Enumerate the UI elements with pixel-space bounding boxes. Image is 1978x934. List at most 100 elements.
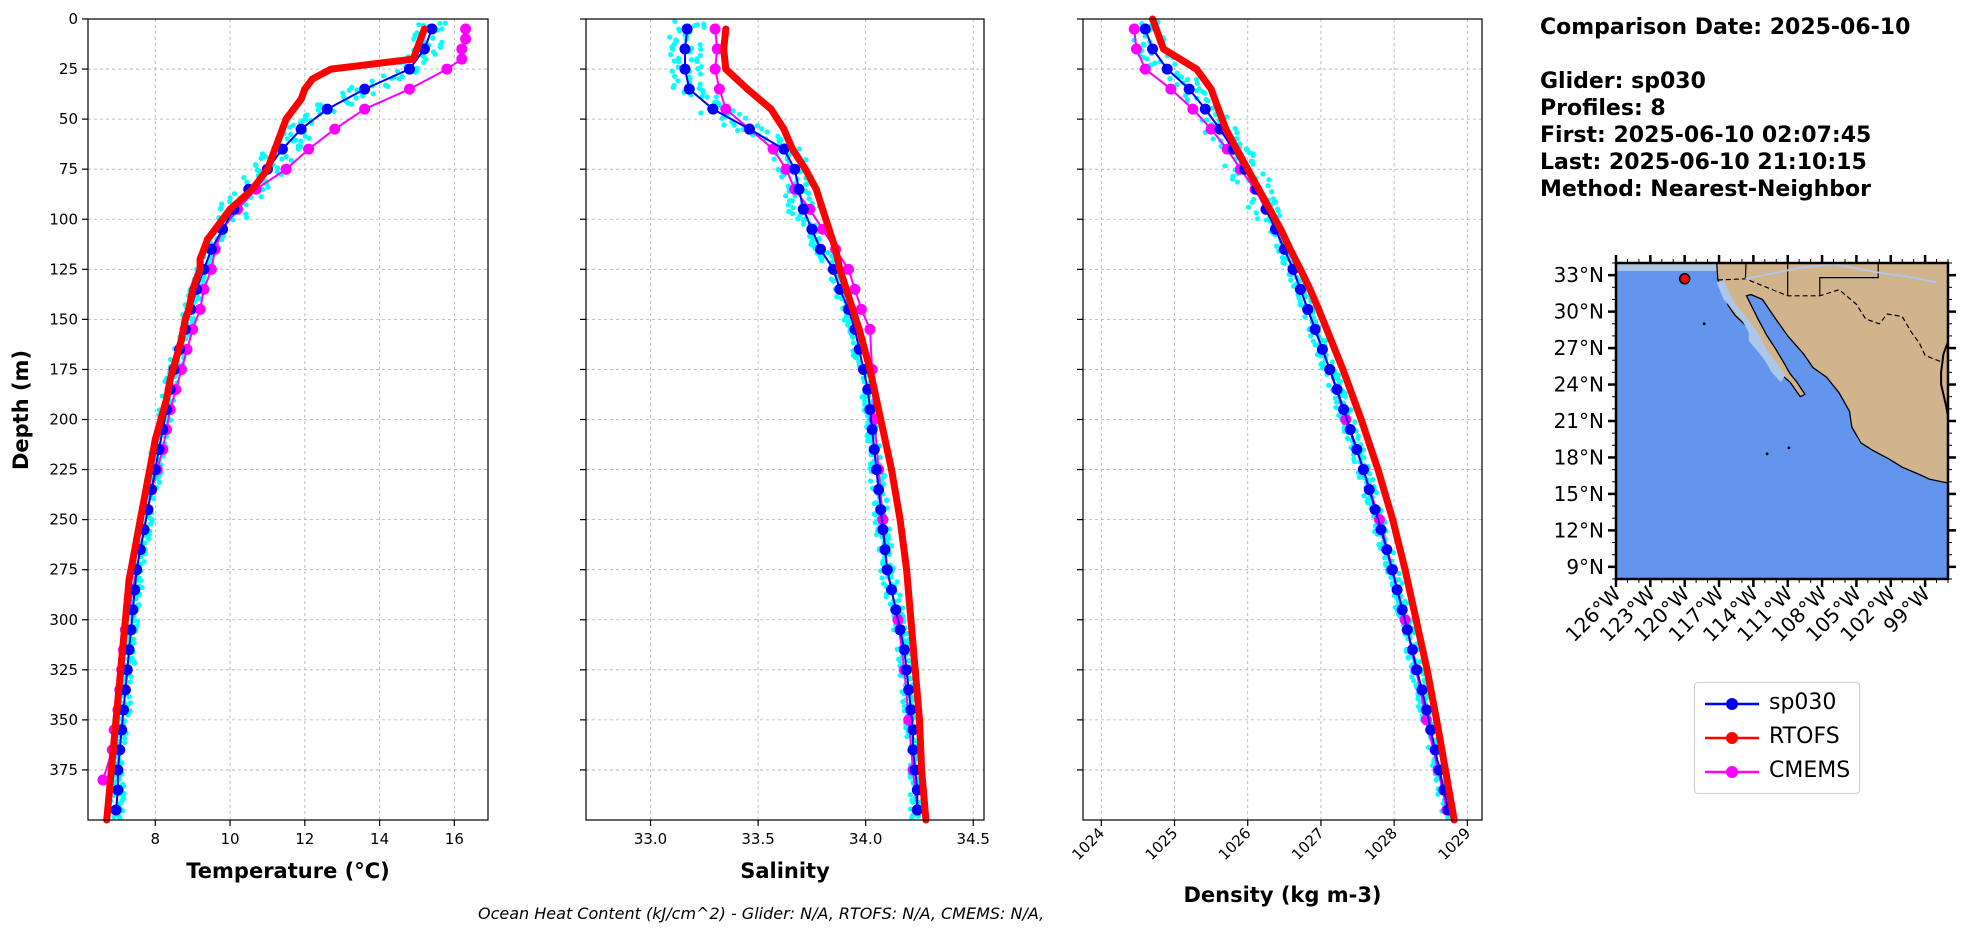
point-rtofs: [1160, 45, 1168, 53]
raw-point: [1319, 365, 1325, 371]
point-sp030: [110, 804, 122, 816]
raw-point: [907, 792, 913, 798]
raw-point: [864, 433, 870, 439]
point-sp030: [909, 764, 921, 776]
raw-point: [265, 184, 271, 190]
point-rtofs: [887, 466, 895, 474]
point-rtofs: [417, 35, 425, 43]
point-sp030: [707, 103, 719, 115]
point-rtofs: [166, 375, 174, 383]
raw-point: [219, 236, 225, 243]
raw-point: [701, 24, 707, 30]
point-rtofs: [1296, 265, 1304, 273]
raw-point: [874, 532, 880, 538]
lat-tick-label: 18°N: [1554, 445, 1604, 469]
raw-point: [671, 41, 677, 47]
raw-point: [1253, 210, 1259, 216]
raw-point: [742, 115, 749, 121]
point-sp030: [797, 203, 809, 215]
point-rtofs: [1401, 566, 1409, 574]
raw-point: [1266, 177, 1272, 183]
point-rtofs: [112, 716, 120, 724]
raw-point: [1249, 199, 1255, 205]
point-rtofs: [1233, 145, 1241, 153]
point-rtofs: [1286, 245, 1294, 253]
raw-point: [830, 278, 836, 284]
point-sp030: [744, 123, 756, 135]
raw-point: [437, 44, 444, 51]
point-cmems: [1128, 23, 1140, 35]
point-rtofs: [842, 285, 850, 293]
depth-axis-label: Depth (m): [9, 350, 33, 470]
point-sp030: [403, 63, 415, 75]
series-cmems: [97, 23, 472, 786]
island: [1765, 452, 1769, 456]
point-rtofs: [896, 516, 904, 524]
x-tick-label: 8: [151, 830, 161, 848]
raw-point: [886, 535, 892, 542]
raw-point: [147, 521, 154, 527]
raw-point: [227, 199, 233, 205]
raw-point: [909, 697, 916, 703]
raw-point: [1404, 600, 1410, 606]
y-tick-label: 225: [49, 461, 78, 479]
raw-point: [687, 76, 693, 82]
raw-point: [881, 472, 887, 478]
point-sp030: [1416, 684, 1428, 696]
point-rtofs: [211, 225, 219, 233]
raw-point: [1172, 61, 1178, 67]
raw-point: [432, 51, 438, 57]
raw-point: [841, 317, 847, 323]
raw-point: [1182, 92, 1189, 99]
lat-tick-label: 9°N: [1566, 555, 1604, 579]
point-cmems: [713, 83, 725, 95]
point-cmems: [711, 43, 723, 55]
raw-point: [1405, 655, 1411, 661]
raw-point: [340, 90, 346, 96]
raw-point: [697, 42, 703, 48]
raw-point: [1174, 81, 1180, 88]
point-rtofs: [226, 205, 234, 213]
point-sp030: [1425, 724, 1437, 736]
raw-point: [360, 93, 366, 99]
y-tick-label: 275: [49, 561, 78, 579]
raw-point: [1326, 382, 1332, 388]
location-map: 33°N30°N27°N24°N21°N18°N15°N12°N9°N126°W…: [1554, 255, 1956, 647]
x-tick-label: 10: [221, 830, 240, 848]
point-rtofs: [308, 75, 316, 83]
series-line-sp030: [684, 28, 919, 810]
point-sp030: [870, 464, 882, 476]
point-rtofs: [825, 225, 833, 233]
x-tick-label: 14: [370, 830, 389, 848]
raw-point: [825, 250, 831, 256]
point-rtofs: [1433, 716, 1441, 724]
raw-point: [303, 117, 309, 123]
x-tick-label: 1029: [1434, 824, 1474, 864]
raw-point: [698, 46, 704, 52]
raw-point: [439, 26, 445, 32]
x-tick-label: 1028: [1361, 824, 1401, 864]
raw-point: [736, 111, 743, 117]
series-rtofs: [103, 25, 428, 824]
point-sp030: [129, 584, 141, 596]
point-rtofs: [1255, 185, 1263, 193]
point-rtofs: [271, 145, 279, 153]
point-cmems: [842, 263, 854, 275]
raw-point: [1205, 98, 1211, 104]
raw-point: [318, 102, 324, 108]
last-time: Last: 2025-06-10 21:10:15: [1540, 150, 1867, 175]
raw-point: [1333, 404, 1339, 411]
x-tick-label: 16: [445, 830, 464, 848]
point-sp030: [112, 764, 124, 776]
point-rtofs: [172, 355, 180, 363]
raw-point: [731, 122, 737, 128]
method: Method: Nearest-Neighbor: [1540, 177, 1871, 202]
raw-point: [1268, 189, 1275, 195]
point-sp030: [894, 624, 906, 636]
x-axis-label: Density (kg m-3): [1183, 883, 1381, 907]
raw-point: [1395, 577, 1402, 583]
raw-point: [1302, 313, 1308, 320]
point-sp030: [1375, 524, 1387, 536]
raw-point: [786, 208, 792, 214]
